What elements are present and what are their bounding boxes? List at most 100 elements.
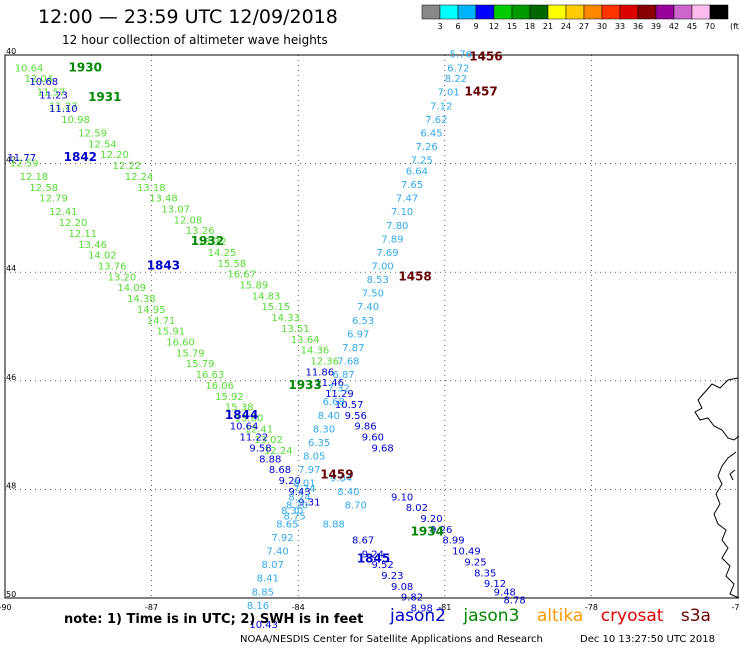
swh-value: 7.92 <box>271 533 293 544</box>
swh-value: 8.40 <box>318 411 340 422</box>
swh-value: 9.23 <box>381 571 403 582</box>
colorbar-label: 42 <box>669 22 679 31</box>
swh-value: 13.07 <box>161 204 190 215</box>
swh-value: 8.70 <box>345 500 367 511</box>
swh-value: 8.67 <box>352 536 374 547</box>
swh-value: 8.40 <box>337 487 359 498</box>
timestamp-text: Dec 10 13:27:50 UTC 2018 <box>580 634 715 645</box>
colorbar-label: 6 <box>455 22 460 31</box>
colorbar-swatch <box>547 4 567 20</box>
swh-value: 13.48 <box>149 194 178 205</box>
swh-value: 12.59 <box>78 128 107 139</box>
y-tick-label: 42 <box>6 156 16 165</box>
swh-value: 15.15 <box>262 302 291 313</box>
swh-value: 8.01 <box>293 479 315 490</box>
chart-title: 12:00 — 23:59 UTC 12/09/2018 <box>38 6 338 28</box>
swh-value: 9.25 <box>464 557 486 568</box>
swh-value: 12.20 <box>59 218 88 229</box>
colorbar-swatch <box>709 4 729 20</box>
swh-value: 9.31 <box>298 498 320 509</box>
colorbar-label: 45 <box>687 22 697 31</box>
satellite-s3a: s3a <box>680 606 711 626</box>
swh-value: 7.68 <box>337 357 359 368</box>
swh-value: 8.35 <box>474 568 496 579</box>
swh-value: 13.51 <box>281 324 310 335</box>
swh-value: 9.86 <box>354 422 376 433</box>
swh-value: 6.68 <box>323 397 345 408</box>
swh-value: 13.20 <box>108 272 137 283</box>
y-tick-label: 48 <box>6 481 16 490</box>
coastline <box>694 377 740 599</box>
swh-value: 7.12 <box>430 101 452 112</box>
swh-value: 10.43 <box>249 620 278 631</box>
colorbar-swatch <box>529 4 549 20</box>
map-grid: -90 -87 -84 -81 -78 -75 40 42 44 46 48 50 <box>0 47 740 612</box>
colorbar-label: 70 <box>705 22 715 31</box>
swh-value: 13.32 <box>198 237 227 248</box>
swh-value: 8.30 <box>313 424 335 435</box>
swh-value: 13.26 <box>186 226 215 237</box>
pass-time-label: 1459 <box>320 468 353 482</box>
swh-value: 11.23 <box>39 90 68 101</box>
swh-value: 6.64 <box>406 166 428 177</box>
swh-value: 8.41 <box>257 574 279 585</box>
colorbar-label: 9 <box>473 22 478 31</box>
swh-value: 9.12 <box>484 579 506 590</box>
y-tick-label: 46 <box>6 373 16 382</box>
swh-value: 9.20 <box>279 476 301 487</box>
swh-value: 14.38 <box>127 294 156 305</box>
swh-value: 9.04 <box>330 473 352 484</box>
swh-value: 7.65 <box>401 180 423 191</box>
swh-value: 12.41 <box>244 424 273 435</box>
swh-value: 9.52 <box>372 560 394 571</box>
x-tick-label: -84 <box>292 603 305 612</box>
pass-time-label: 1457 <box>464 85 497 99</box>
swh-value: 8.78 <box>503 595 525 606</box>
swh-value: 8.05 <box>303 452 325 463</box>
map-frame <box>4 54 739 599</box>
swh-value: 12.41 <box>49 207 78 218</box>
swh-value: 6.72 <box>447 63 469 74</box>
colorbar-label: 18 <box>525 22 535 31</box>
pass-time-label: 1930 <box>69 60 102 74</box>
y-tick-label: 40 <box>6 47 16 56</box>
swh-value: 9.82 <box>401 593 423 604</box>
swh-value: 12.22 <box>113 161 142 172</box>
colorbar-swatch <box>637 4 657 20</box>
swh-value: 12.08 <box>174 215 203 226</box>
swh-value: 7.00 <box>372 261 394 272</box>
swh-value: 8.99 <box>442 536 464 547</box>
footer-note: note: 1) Time is in UTC; 2) SWH is in fe… <box>64 612 364 627</box>
swh-value: 6.35 <box>308 438 330 449</box>
x-tick-label: -78 <box>585 603 598 612</box>
swh-value: 9.08 <box>391 582 413 593</box>
colorbar-label: 12 <box>489 22 499 31</box>
swh-value: 7.87 <box>342 343 364 354</box>
swh-value: 7.10 <box>391 207 413 218</box>
swh-value: 12.58 <box>29 183 58 194</box>
swh-value: 13.76 <box>98 261 127 272</box>
swh-value: 13.46 <box>78 240 107 251</box>
colorbar-label: 36 <box>633 22 643 31</box>
swh-value: 14.02 <box>88 251 117 262</box>
satellite-altika: altika <box>536 606 584 626</box>
swh-value: 9.68 <box>372 443 394 454</box>
swh-value: 15.79 <box>186 359 215 370</box>
chart-subtitle: 12 hour collection of altimeter wave hei… <box>62 33 328 47</box>
swh-value: 9.48 <box>494 587 516 598</box>
colorbar-swatch <box>511 4 531 20</box>
swh-value: 16.60 <box>166 338 195 349</box>
swh-value: 11.29 <box>325 389 354 400</box>
swh-value: 11.10 <box>49 104 78 115</box>
swh-value: 7.69 <box>376 248 398 259</box>
swh-value: 13.18 <box>137 183 166 194</box>
pass-time-label: 1931 <box>88 90 121 104</box>
swh-value: 15.79 <box>176 348 205 359</box>
swh-value: 8.98 <box>411 604 433 615</box>
swh-value: 14.36 <box>301 346 330 357</box>
swh-value: 9.58 <box>249 443 271 454</box>
swh-value: 9.56 <box>345 411 367 422</box>
swh-value: 8.16 <box>247 601 269 612</box>
x-tick-label: -81 <box>438 603 451 612</box>
